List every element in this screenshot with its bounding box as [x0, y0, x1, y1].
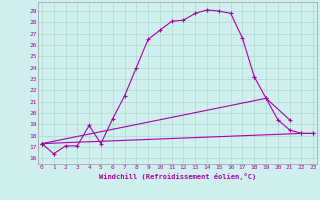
X-axis label: Windchill (Refroidissement éolien,°C): Windchill (Refroidissement éolien,°C)	[99, 173, 256, 180]
